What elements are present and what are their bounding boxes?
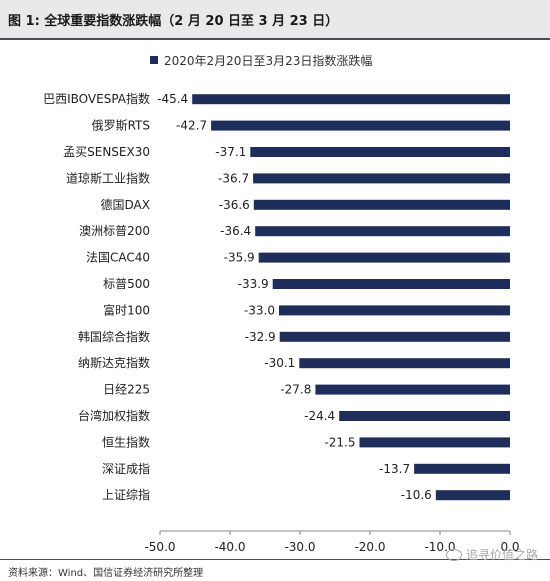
category-label-12: 台湾加权指数	[78, 408, 150, 423]
watermark: 追寻价值之路	[445, 546, 538, 563]
category-label-13: 恒生指数	[102, 434, 150, 449]
bar-1	[211, 120, 510, 131]
value-label-3: -36.7	[218, 171, 249, 185]
bar-6	[258, 252, 510, 263]
category-label-2: 孟买SENSEX30	[63, 145, 150, 159]
bar-7	[272, 279, 510, 289]
chart-legend: 2020年2月20日至3月23日指数涨跌幅	[150, 52, 372, 68]
x-tick-label-1: -40.0	[214, 540, 245, 554]
value-label-2: -37.1	[215, 145, 246, 159]
bar-11	[315, 384, 510, 395]
value-label-9: -32.9	[245, 330, 276, 344]
bar-3	[253, 173, 510, 184]
bar-8	[279, 305, 510, 316]
bar-10	[299, 358, 510, 369]
x-tick-label-2: -30.0	[284, 540, 315, 554]
x-tick-label-0: -50.0	[144, 540, 175, 554]
bar-0	[192, 94, 510, 105]
value-label-15: -10.6	[401, 488, 432, 502]
category-label-3: 道琼斯工业指数	[66, 170, 150, 185]
value-label-1: -42.7	[176, 119, 207, 133]
category-label-1: 俄罗斯RTS	[92, 119, 150, 133]
category-label-6: 法国CAC40	[86, 251, 150, 265]
category-label-4: 德国DAX	[101, 197, 150, 212]
category-label-7: 标普500	[103, 277, 150, 291]
bar-2	[250, 147, 511, 157]
footer-divider	[0, 559, 550, 560]
value-label-12: -24.4	[304, 409, 335, 423]
category-label-8: 富时100	[103, 302, 150, 317]
value-label-14: -13.7	[379, 462, 410, 476]
value-label-13: -21.5	[324, 435, 355, 449]
figure-header: 图 1: 全球重要指数涨跌幅（2 月 20 日至 3 月 23 日）	[0, 0, 550, 40]
x-tick-label-5: 0.0	[500, 540, 519, 554]
bar-13	[359, 437, 510, 448]
bar-14	[414, 463, 510, 474]
bar-4	[253, 199, 511, 210]
category-label-10: 纳斯达克指数	[78, 355, 150, 370]
wechat-icon	[445, 548, 462, 561]
value-label-5: -36.4	[220, 224, 251, 238]
category-label-14: 深证成指	[102, 461, 150, 476]
category-label-15: 上证综指	[102, 487, 150, 502]
value-label-6: -35.9	[224, 251, 255, 265]
category-label-9: 韩国综合指数	[78, 329, 150, 344]
watermark-text: 追寻价值之路	[465, 548, 538, 562]
bar-15	[435, 490, 510, 501]
category-label-0: 巴西IBOVESPA指数	[43, 91, 150, 106]
category-label-11: 日经225	[103, 383, 150, 397]
legend-label: 2020年2月20日至3月23日指数涨跌幅	[164, 53, 373, 68]
value-label-11: -27.8	[280, 383, 311, 397]
figure-title: 图 1: 全球重要指数涨跌幅（2 月 20 日至 3 月 23 日）	[8, 14, 339, 29]
value-label-7: -33.9	[238, 277, 269, 291]
x-tick-label-3: -20.0	[354, 540, 385, 554]
value-label-0: -45.4	[157, 92, 188, 106]
value-label-10: -30.1	[264, 356, 295, 370]
source-note: 资料来源：Wind、国信证券经济研究所整理	[8, 568, 204, 579]
bar-9	[279, 331, 510, 342]
value-label-4: -36.6	[219, 198, 250, 212]
value-label-8: -33.0	[244, 303, 275, 317]
bar-5	[255, 226, 510, 237]
bar-12	[339, 411, 510, 421]
legend-swatch	[150, 56, 158, 64]
category-label-5: 澳洲标普200	[79, 224, 150, 238]
